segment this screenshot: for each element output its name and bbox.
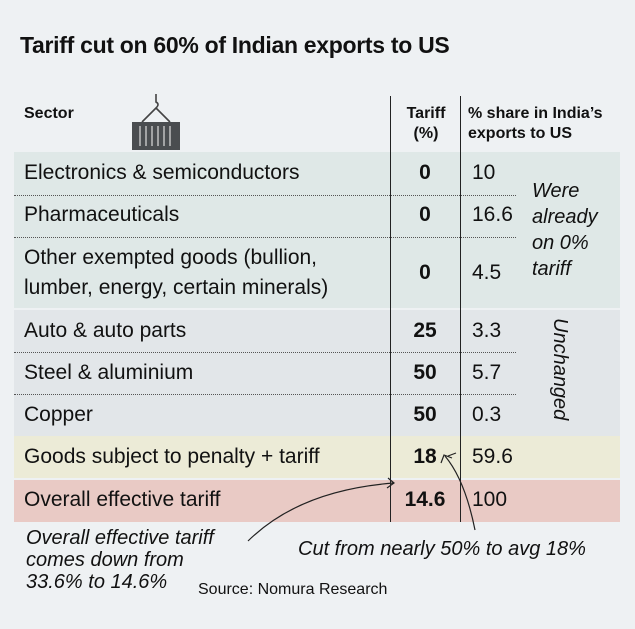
- sector-cell: Electronics & semiconductors: [24, 161, 300, 184]
- header-share-line: exports to US: [468, 125, 573, 142]
- header-tariff: Tariff (%): [392, 104, 460, 144]
- row-divider: [14, 394, 516, 395]
- arrow-to-penalty: [444, 455, 476, 531]
- sector-cell: Goods subject to penalty + tariff: [24, 445, 320, 468]
- sector-cell: Auto & auto parts: [24, 319, 187, 342]
- arrowhead: [386, 477, 395, 489]
- exempt-group: [14, 152, 620, 308]
- source-note: Source: Nomura Research: [198, 581, 388, 598]
- sector-cell: Pharmaceuticals: [24, 203, 180, 226]
- row-divider: [14, 237, 516, 238]
- note-line: Overall effective tariff: [26, 527, 214, 549]
- exempt-annotation: Were already on 0% tariff: [532, 178, 598, 282]
- arrow-to-overall: [247, 482, 395, 542]
- cut-note: Cut from nearly 50% to avg 18%: [298, 538, 586, 560]
- share-cell: 59.6: [472, 445, 513, 468]
- sector-cell: Copper: [24, 403, 93, 426]
- header-tariff-unit: (%): [413, 125, 439, 142]
- share-cell: 0.3: [472, 403, 502, 426]
- row-divider: [14, 352, 516, 353]
- sector-line: Other exempted goods (bullion,: [24, 246, 318, 269]
- penalty-row-bg: [14, 436, 620, 478]
- tariff-cell: 50: [413, 403, 437, 426]
- tariff-cell: 14.6: [404, 488, 446, 511]
- column-divider: [460, 96, 461, 522]
- sector-line: lumber, energy, certain minerals): [24, 276, 329, 299]
- header-sector: Sector: [24, 105, 74, 122]
- row-divider: [14, 195, 516, 196]
- annotation-line: Were: [532, 180, 580, 202]
- header-tariff-line: Tariff: [406, 105, 446, 122]
- annotation-line: on 0%: [532, 232, 589, 254]
- arrowhead: [440, 454, 453, 464]
- tariff-cell: 50: [413, 361, 437, 384]
- note-line: comes down from: [26, 549, 184, 571]
- share-cell: 3.3: [472, 319, 502, 342]
- share-cell: 100: [472, 488, 508, 511]
- share-cell: 4.5: [472, 261, 502, 284]
- tariff-cell: 18: [413, 445, 437, 468]
- sector-cell: Other exempted goods (bullion, lumber, e…: [24, 243, 328, 303]
- annotation-line: already: [532, 206, 598, 228]
- tariff-cell: 25: [413, 319, 437, 342]
- share-cell: 5.7: [472, 361, 502, 384]
- overall-row-bg: [14, 480, 620, 522]
- shipping-container-crane-icon: [132, 94, 180, 150]
- tariff-cell: 0: [419, 261, 431, 284]
- share-cell: 16.6: [472, 203, 513, 226]
- tariff-cell: 0: [419, 161, 431, 184]
- column-divider: [390, 96, 391, 522]
- tariff-cell: 0: [419, 203, 431, 226]
- overall-note: Overall effective tariff comes down from…: [26, 527, 214, 593]
- chart-title: Tariff cut on 60% of Indian exports to U…: [20, 32, 450, 58]
- annotation-line: tariff: [532, 258, 571, 280]
- unchanged-group: [14, 310, 620, 436]
- sector-cell: Steel & aluminium: [24, 361, 194, 384]
- note-line: 33.6% to 14.6%: [26, 571, 168, 593]
- sector-cell: Overall effective tariff: [24, 488, 221, 511]
- tick-mark: [447, 452, 457, 457]
- header-share: % share in India’s exports to US: [468, 104, 603, 144]
- header-share-line: % share in India’s: [468, 105, 603, 122]
- share-cell: 10: [472, 161, 496, 184]
